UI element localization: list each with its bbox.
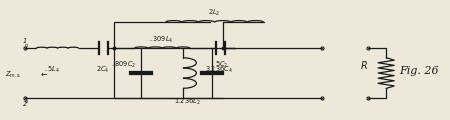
Text: 2: 2	[23, 101, 27, 107]
Text: 1: 1	[23, 38, 27, 44]
Text: $1.236L_2$: $1.236L_2$	[175, 97, 201, 107]
Text: $\leftarrow$: $\leftarrow$	[39, 70, 49, 79]
Text: $R$: $R$	[360, 60, 368, 72]
Text: o: o	[25, 99, 28, 104]
Text: $Z_{m.s.}$: $Z_{m.s.}$	[5, 70, 22, 80]
Text: $.309L_4$: $.309L_4$	[149, 35, 173, 45]
Text: $.809C_2$: $.809C_2$	[112, 60, 137, 70]
Text: $2L_2$: $2L_2$	[208, 8, 221, 18]
Text: o: o	[25, 43, 28, 48]
Text: $.5L_4$: $.5L_4$	[44, 65, 60, 75]
Text: Fig. 26: Fig. 26	[400, 66, 439, 76]
Text: $3.236C_4$: $3.236C_4$	[205, 65, 233, 75]
Text: $5C_2$: $5C_2$	[215, 60, 228, 70]
Text: $2C_4$: $2C_4$	[95, 65, 109, 75]
